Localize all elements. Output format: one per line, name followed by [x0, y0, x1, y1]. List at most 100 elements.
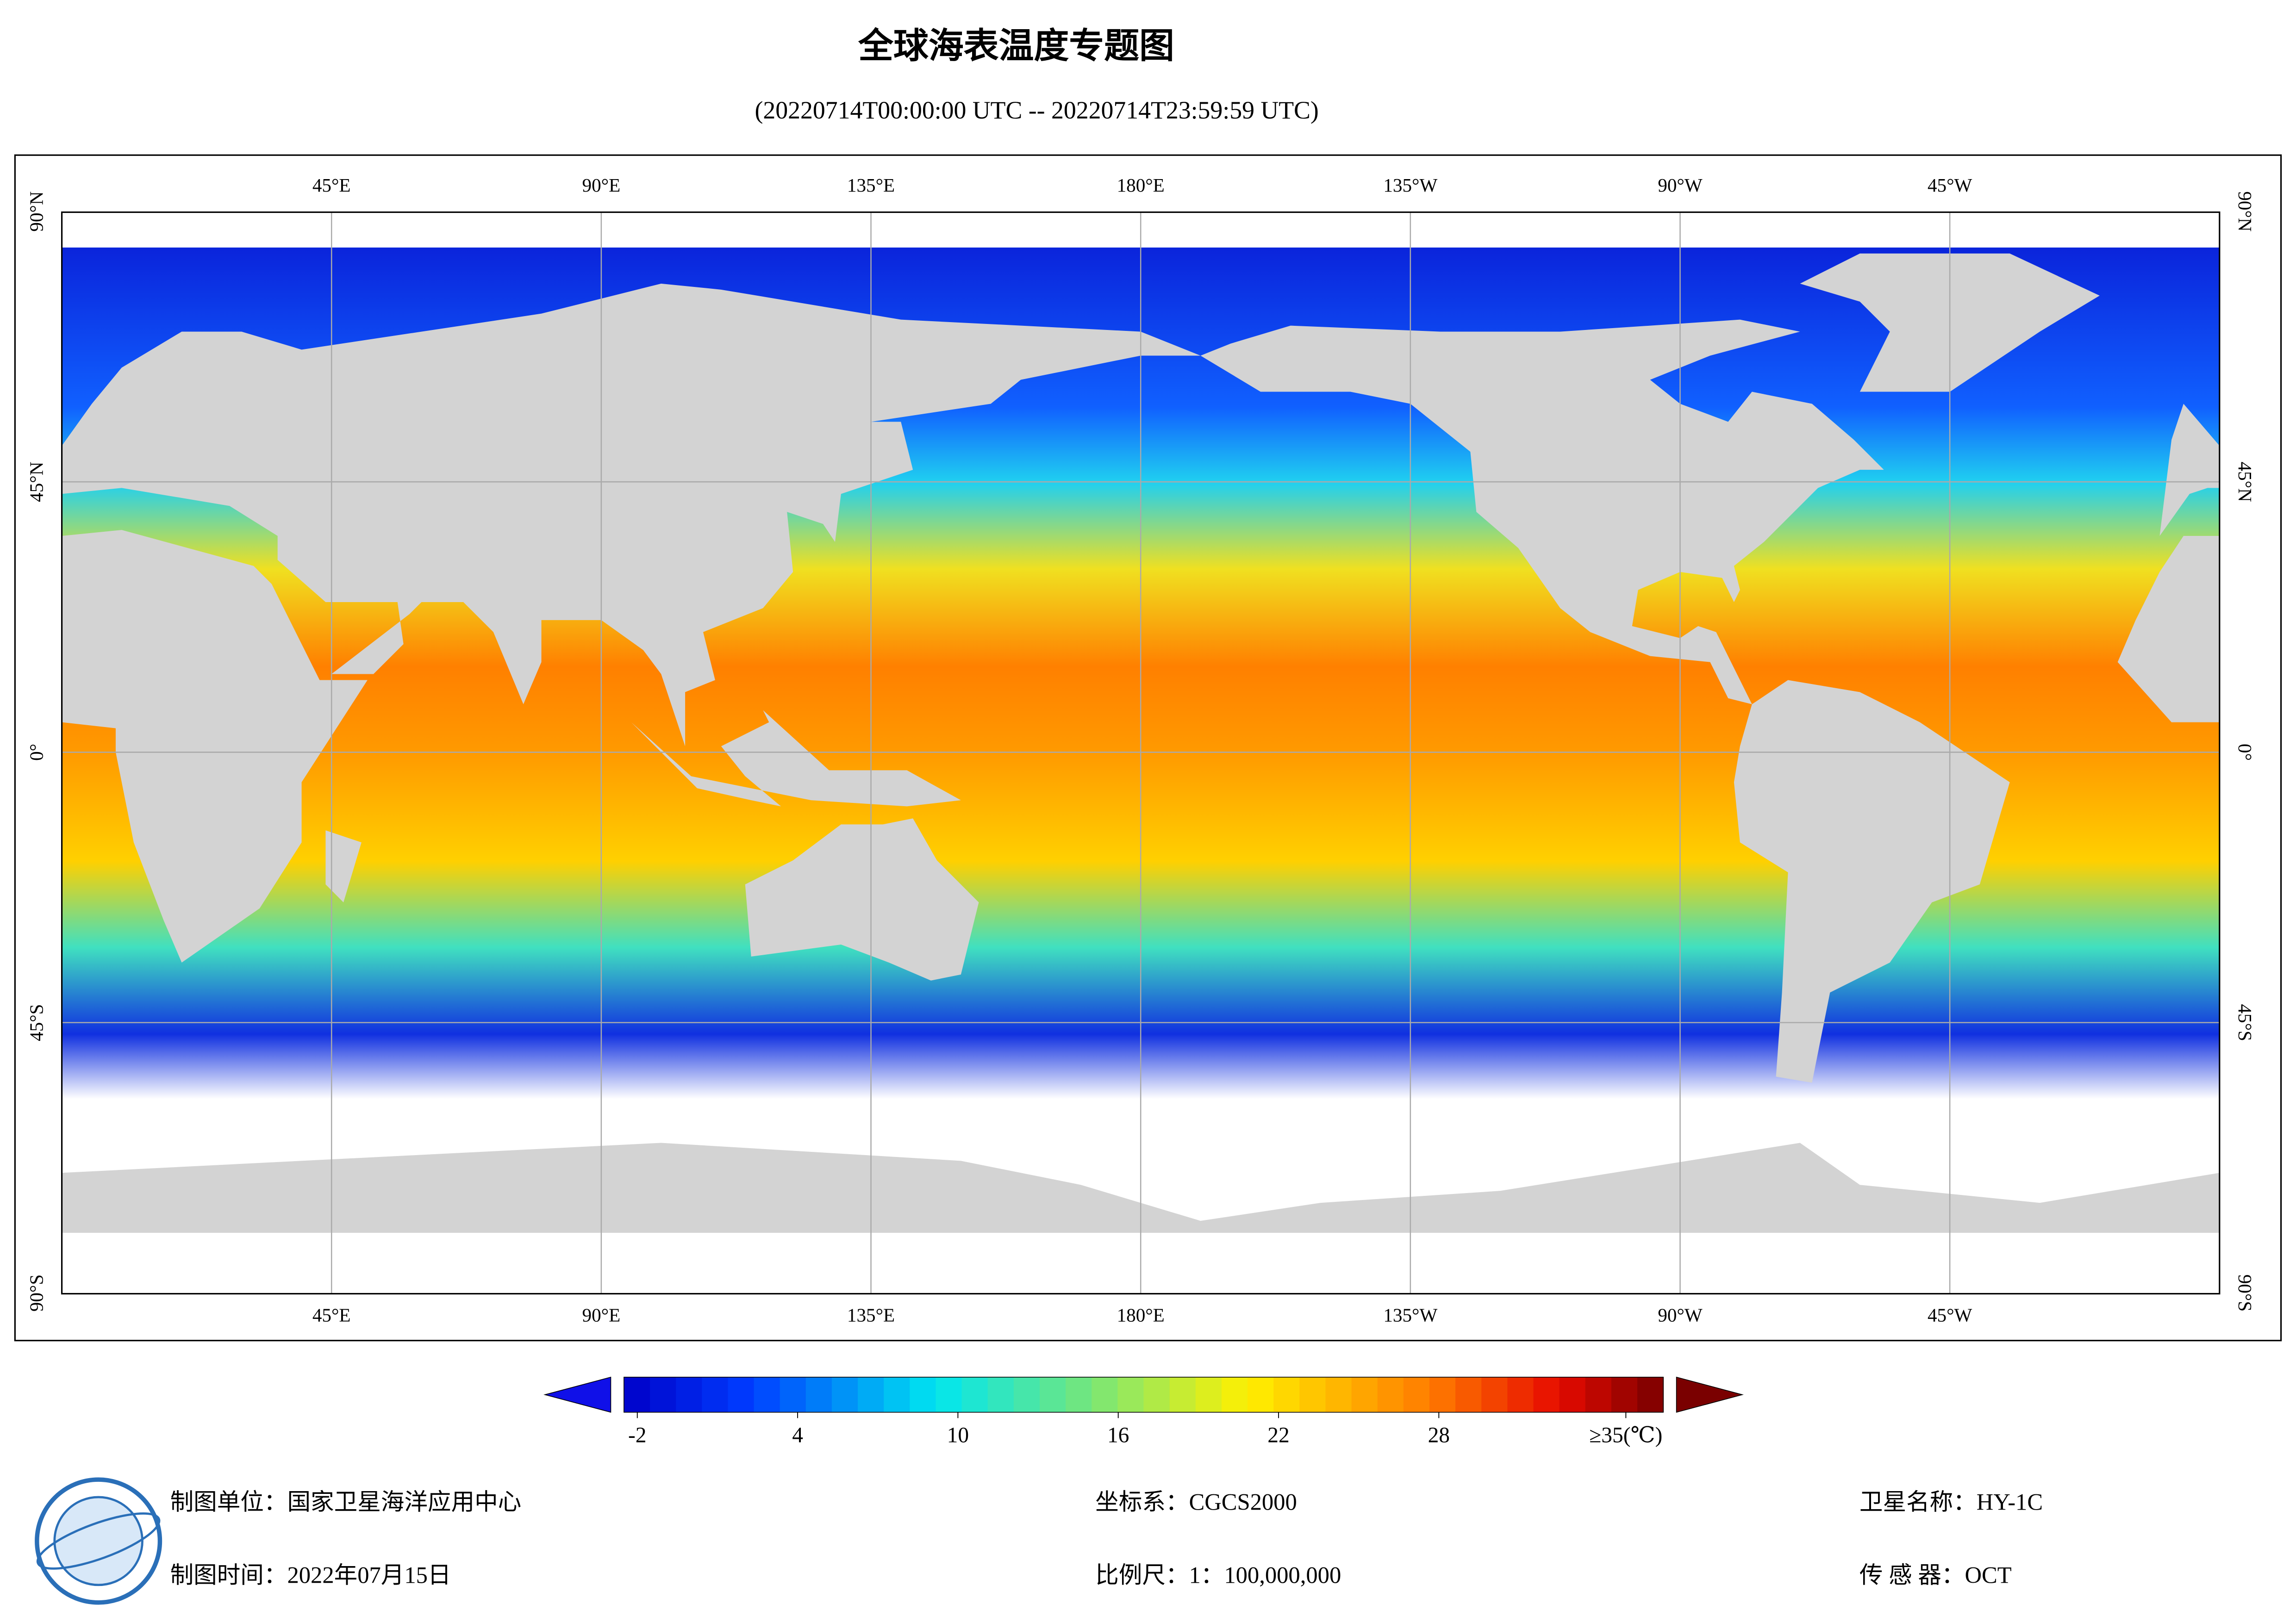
colorbar-step [1455, 1377, 1482, 1412]
colorbar-step [1533, 1377, 1560, 1412]
lon-label-bottom: 135°E [847, 1305, 895, 1326]
land-madagascar [325, 830, 362, 902]
map-frame [61, 211, 2221, 1295]
colorbar-step [1013, 1377, 1040, 1412]
colorbar-step [1377, 1377, 1404, 1412]
footer-field: 坐标系：CGCS2000 [1095, 1489, 1297, 1515]
lat-label-left: 90°S [25, 1275, 47, 1312]
land-north-america [1200, 319, 1884, 704]
lon-label-bottom: 180°E [1117, 1305, 1165, 1326]
colorbar-tick-label: ≥35(℃) [1589, 1423, 1662, 1447]
land-eurasia [62, 283, 1201, 746]
colorbar-step [1299, 1377, 1326, 1412]
colorbar-step [1092, 1377, 1118, 1412]
colorbar-step [1585, 1377, 1612, 1412]
lon-label-top: 135°E [847, 174, 895, 196]
colorbar-step [1351, 1377, 1378, 1412]
colorbar-step [987, 1377, 1014, 1412]
map-frame-outer [14, 154, 2282, 1342]
lat-label-left: 45°N [25, 462, 47, 502]
lon-label-bottom: 45°W [1928, 1305, 1972, 1326]
lat-label-left: 90°N [25, 191, 47, 231]
colorbar-step [1117, 1377, 1144, 1412]
colorbar-step [728, 1377, 755, 1412]
colorbar-step [1637, 1377, 1664, 1412]
lat-label-right: 45°S [2234, 1004, 2256, 1041]
colorbar-step [1559, 1377, 1586, 1412]
lon-label-top: 90°E [582, 174, 621, 196]
subtitle: (20220714T00:00:00 UTC -- 20220714T23:59… [755, 96, 1319, 124]
colorbar-step [1195, 1377, 1222, 1412]
land-australia [745, 818, 979, 981]
colorbar-step [1039, 1377, 1067, 1412]
lat-label-right: 0° [2234, 744, 2256, 761]
logo [35, 1477, 162, 1605]
lat-label-left: 0° [25, 744, 47, 761]
lat-label-right: 90°N [2234, 191, 2256, 231]
colorbar-step [780, 1377, 806, 1412]
lon-label-top: 180°E [1117, 174, 1165, 196]
colorbar-frame [624, 1376, 1664, 1413]
footer-field: 卫星名称：HY-1C [1859, 1489, 2043, 1515]
map [62, 212, 2220, 1294]
lon-label-top: 90°W [1658, 174, 1703, 196]
colorbar-max-arrow [1676, 1376, 1744, 1413]
colorbar-step [702, 1377, 729, 1412]
colorbar-step [1403, 1377, 1430, 1412]
lon-label-top: 45°W [1928, 174, 1972, 196]
logo-orbit [36, 1512, 161, 1570]
footer-field: 制图单位：国家卫星海洋应用中心 [170, 1489, 522, 1515]
colorbar-step [1507, 1377, 1534, 1412]
colorbar-step [676, 1377, 703, 1412]
colorbar-step [1325, 1377, 1352, 1412]
land-europe-west [2159, 404, 2220, 536]
footer-field: 制图时间：2022年07月15日 [170, 1562, 451, 1588]
land-south-america [1734, 680, 2010, 1083]
lat-label-right: 45°N [2234, 462, 2256, 502]
lon-label-bottom: 90°W [1658, 1305, 1703, 1326]
land-africa-west [2117, 536, 2220, 722]
colorbar-step [1481, 1377, 1508, 1412]
colorbar-tick-label: 4 [792, 1423, 803, 1447]
logo-globe [53, 1496, 144, 1586]
colorbar-step [754, 1377, 780, 1412]
colorbar: -2 4 10 16 22 28 ≥35(℃) [543, 1376, 1744, 1447]
colorbar-step [1169, 1377, 1196, 1412]
logo-ring [35, 1477, 162, 1605]
colorbar-step [805, 1377, 832, 1412]
colorbar-step [650, 1377, 677, 1412]
colorbar-step [910, 1377, 936, 1412]
footer-field: 比例尺：1：100,000,000 [1095, 1562, 1341, 1588]
lon-label-bottom: 45°E [312, 1305, 351, 1326]
lat-label-left: 45°S [25, 1004, 47, 1041]
land-africa [62, 530, 368, 963]
colorbar-step [1221, 1377, 1248, 1412]
colorbar-min-arrow [543, 1376, 611, 1413]
colorbar-tick-label: 16 [1107, 1423, 1129, 1447]
lat-label-right: 90°S [2234, 1275, 2256, 1312]
colorbar-step [961, 1377, 988, 1412]
colorbar-step [1143, 1377, 1170, 1412]
colorbar-step [936, 1377, 962, 1412]
colorbar-step [624, 1377, 650, 1412]
colorbar-step [831, 1377, 859, 1412]
footer: 制图单位：国家卫星海洋应用中心 坐标系：CGCS2000 卫星名称：HY-1C 制图时… [170, 1489, 2043, 1588]
colorbar-step [1273, 1377, 1300, 1412]
colorbar-step [1429, 1377, 1456, 1412]
title: 全球海表温度专题图 [858, 27, 1174, 66]
lon-label-bottom: 135°W [1383, 1305, 1437, 1326]
colorbar-step [1248, 1377, 1274, 1412]
footer-field: 传 感 器：OCT [1859, 1562, 2012, 1588]
lon-label-bottom: 90°E [582, 1305, 621, 1326]
colorbar-step [1611, 1377, 1638, 1412]
colorbar-step [858, 1377, 885, 1412]
lon-label-top: 45°E [312, 174, 351, 196]
lon-label-top: 135°W [1383, 174, 1437, 196]
colorbar-tick-label: 10 [947, 1423, 969, 1447]
colorbar-tick-label: 28 [1428, 1423, 1450, 1447]
colorbar-tick-label: 22 [1267, 1423, 1289, 1447]
colorbar-tick-label: -2 [628, 1423, 647, 1447]
colorbar-step [1066, 1377, 1092, 1412]
